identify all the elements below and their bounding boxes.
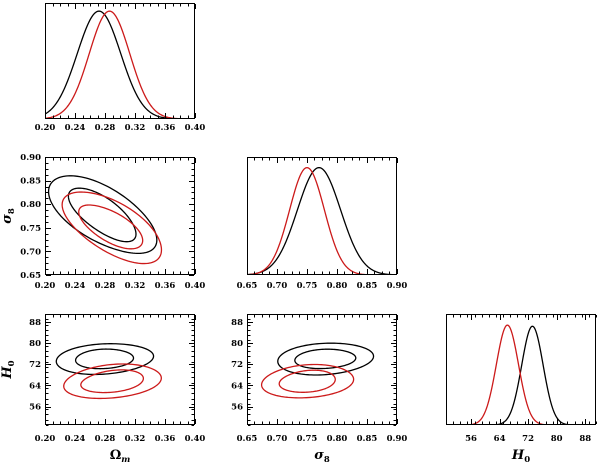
axis-ticks	[45, 314, 196, 426]
contour-sigma8_h0-red-outer	[260, 363, 355, 399]
x-tick-label: 0.80	[327, 434, 348, 444]
axis-title-x-sigma8_h0: σ8	[314, 448, 330, 465]
x-tick-label: 0.24	[65, 434, 86, 444]
x-tick-label: 0.90	[387, 281, 408, 291]
contour-omega_m_h0-black-outer	[55, 343, 155, 376]
panel-frame	[247, 157, 397, 275]
panel-plot-area	[260, 342, 375, 399]
x-tick-label: 0.20	[35, 434, 56, 444]
panel-omega_m_1d: 0.20 0.24 0.28 0.32 0.36 0.40	[35, 3, 206, 133]
panel-plot-area	[247, 166, 397, 275]
x-tick-label: 0.36	[155, 123, 176, 133]
y-tick-label: 64	[29, 381, 41, 391]
x-tick-label: 72	[522, 434, 534, 444]
density-curve-omega_m_1d-red	[45, 10, 195, 119]
axis-ticks	[45, 157, 196, 276]
x-tick-label: 80	[551, 434, 563, 444]
density-curve-h0_1d-red	[446, 324, 596, 425]
y-tick-label: 56	[29, 403, 41, 413]
panel-frame	[45, 157, 195, 275]
contour-omega_m_sigma8-red-outer	[61, 191, 163, 265]
y-tick-label: 64	[231, 381, 243, 391]
x-tick-label: 0.65	[237, 281, 258, 291]
axis-title-x-omega_m_h0: Ωm	[110, 448, 131, 465]
axis-ticks	[45, 4, 196, 118]
axis-ticks	[247, 158, 398, 274]
y-tick-label: 80	[29, 339, 41, 349]
density-curve-sigma8_1d-black	[247, 166, 397, 275]
panel-frame	[446, 314, 596, 425]
x-tick-label: 0.65	[237, 434, 258, 444]
axis-ticks	[446, 315, 597, 424]
contour-sigma8_h0-red-inner	[278, 369, 336, 393]
x-tick-label: 0.40	[185, 434, 206, 444]
y-tick-label: 80	[231, 339, 243, 349]
contour-sigma8_h0-black-outer	[277, 342, 375, 376]
panel-plot-area	[446, 324, 596, 425]
panel-omega_m_sigma8: 0.20 0.24 0.28 0.32 0.36 0.40 0.65 0.70 0.75 0.80…	[0, 153, 205, 291]
panel-sigma8_h0: 0.65 0.70 0.75 0.80 0.85 0.90 56 64 72 80 88 σ8	[231, 314, 408, 465]
contour-omega_m_sigma8-red-inner	[78, 204, 144, 250]
y-tick-label: 72	[231, 360, 243, 370]
x-tick-label: 0.24	[65, 281, 86, 291]
x-tick-label: 0.85	[357, 434, 378, 444]
x-tick-label: 0.75	[297, 281, 318, 291]
x-tick-label: 0.85	[357, 281, 378, 291]
x-tick-label: 0.24	[65, 123, 86, 133]
x-tick-label: 0.36	[155, 281, 176, 291]
x-tick-label: 0.28	[95, 281, 116, 291]
panel-plot-area	[45, 10, 195, 119]
x-tick-label: 0.20	[35, 123, 56, 133]
y-tick-label: 88	[29, 318, 41, 328]
y-tick-label: 0.65	[20, 271, 41, 281]
y-tick-label: 0.80	[20, 200, 41, 210]
x-tick-label: 0.80	[327, 281, 348, 291]
x-tick-label: 64	[494, 434, 506, 444]
y-tick-label: 72	[29, 360, 41, 370]
axis-title-y-omega_m_sigma8: σ8	[0, 208, 17, 224]
x-tick-label: 0.28	[95, 123, 116, 133]
x-tick-label: 0.40	[185, 123, 206, 133]
contour-omega_m_sigma8-black-outer	[47, 175, 158, 255]
contour-sigma8_h0-black-inner	[294, 348, 357, 370]
x-tick-label: 0.20	[35, 281, 56, 291]
density-curve-omega_m_1d-black	[45, 10, 195, 119]
x-tick-label: 0.36	[155, 434, 176, 444]
panel-omega_m_h0: 0.20 0.24 0.28 0.32 0.36 0.40 56 64 72 80 88 Ωm H0	[0, 314, 206, 465]
y-tick-label: 0.90	[20, 153, 41, 163]
panel-plot-area	[47, 175, 163, 265]
panel-frame	[247, 314, 397, 425]
x-tick-label: 0.40	[185, 281, 206, 291]
contour-omega_m_h0-black-inner	[74, 348, 135, 370]
axis-title-y-omega_m_h0: H0	[0, 360, 17, 379]
axis-ticks	[247, 314, 398, 426]
x-tick-label: 0.70	[267, 434, 288, 444]
panel-frame	[45, 3, 195, 119]
contour-omega_m_sigma8-black-inner	[67, 187, 137, 243]
panel-sigma8_1d: 0.65 0.70 0.75 0.80 0.85 0.90	[237, 157, 408, 291]
x-tick-label: 56	[465, 434, 477, 444]
contour-omega_m_h0-red-outer	[63, 363, 162, 400]
y-tick-label: 0.70	[20, 247, 41, 257]
x-tick-label: 0.28	[95, 434, 116, 444]
x-tick-label: 0.32	[125, 123, 146, 133]
y-tick-label: 0.75	[20, 224, 41, 234]
contour-omega_m_h0-red-inner	[80, 369, 145, 394]
axis-title-x-h0_1d: H0	[511, 448, 530, 465]
panel-frame	[45, 314, 195, 425]
density-curve-sigma8_1d-red	[247, 166, 397, 275]
y-tick-label: 0.85	[20, 177, 41, 187]
x-tick-label: 0.75	[297, 434, 318, 444]
x-tick-label: 88	[579, 434, 591, 444]
y-tick-label: 56	[231, 403, 243, 413]
panel-h0_1d: 56 64 72 80 88 H0	[446, 314, 597, 465]
x-tick-label: 0.32	[125, 281, 146, 291]
x-tick-label: 0.32	[125, 434, 146, 444]
panel-plot-area	[55, 343, 162, 400]
x-tick-label: 0.90	[387, 434, 408, 444]
x-tick-label: 0.70	[267, 281, 288, 291]
y-tick-label: 88	[231, 318, 243, 328]
